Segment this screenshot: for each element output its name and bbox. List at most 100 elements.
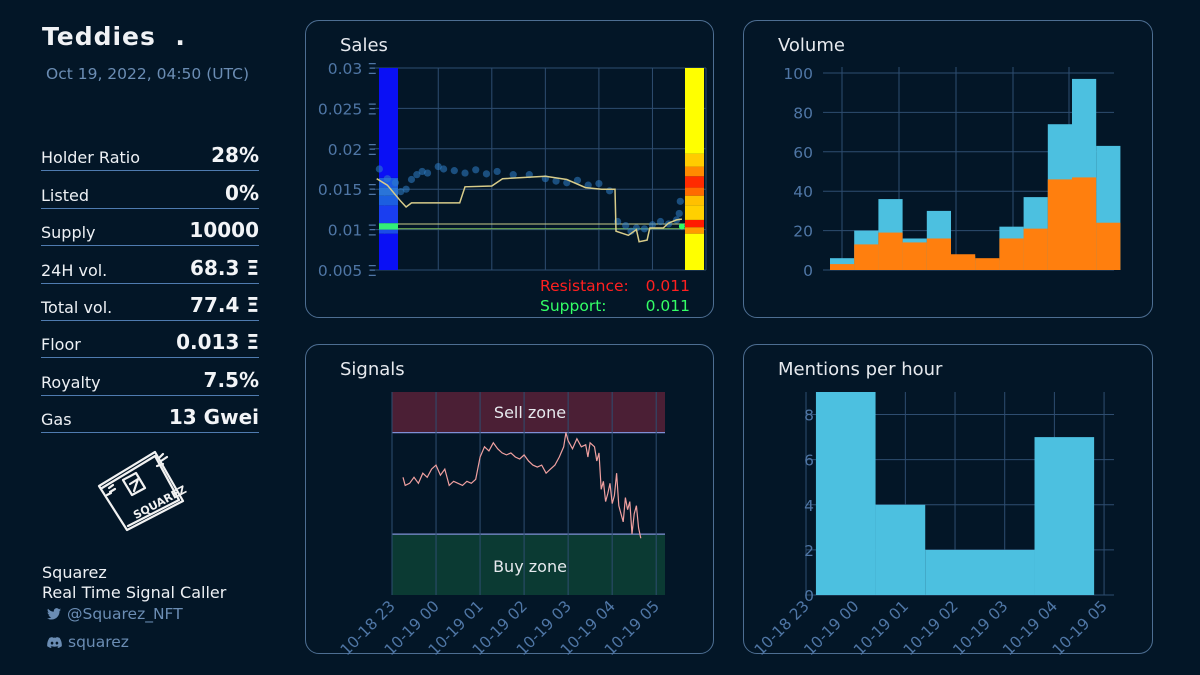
sell-density-bin bbox=[685, 195, 704, 206]
sell-zone bbox=[392, 392, 665, 433]
stat-value: 10000 bbox=[189, 218, 259, 243]
sales-y-tick-label: 0.015 Ξ bbox=[318, 181, 377, 199]
buy-density-bin bbox=[379, 68, 398, 178]
twitter-handle: @Squarez_NFT bbox=[67, 605, 183, 623]
discord-icon bbox=[47, 636, 62, 648]
stat-value: 68.3 Ξ bbox=[190, 255, 259, 280]
stats-list: Holder Ratio 28% Listed 0% Supply 10000 24H… bbox=[41, 134, 259, 434]
volume-bar-part bbox=[951, 254, 976, 270]
stat-supply: Supply 10000 bbox=[41, 209, 259, 247]
stat-value: 0% bbox=[225, 180, 259, 205]
volume-bar-part bbox=[830, 264, 855, 270]
stat-label: Gas bbox=[41, 410, 72, 430]
sale-point bbox=[573, 176, 582, 184]
sale-point bbox=[595, 179, 603, 188]
sale-point bbox=[482, 170, 491, 178]
sell-density-bin bbox=[685, 205, 704, 220]
sale-point bbox=[402, 185, 410, 193]
sell-zone-label: Sell zone bbox=[494, 403, 566, 422]
sale-point bbox=[423, 169, 432, 177]
sales-y-tick-label: 0.03 Ξ bbox=[328, 60, 377, 78]
brand-name: Squarez bbox=[42, 563, 107, 582]
stat-label: Supply bbox=[41, 223, 96, 243]
volume-title: Volume bbox=[778, 35, 845, 56]
volume-bar-part bbox=[854, 244, 879, 270]
sales-y-tick-label: 0.005 Ξ bbox=[318, 262, 377, 280]
buy-density-bin bbox=[379, 205, 398, 224]
mentions-y-tick-label: 2 bbox=[804, 542, 814, 560]
sell-density-bin bbox=[685, 227, 704, 234]
sales-y-tick-label: 0.025 Ξ bbox=[318, 100, 377, 118]
sale-point bbox=[391, 179, 400, 187]
buy-density-bin bbox=[379, 233, 398, 270]
buy-density-bin bbox=[379, 223, 398, 230]
snapshot-date: Oct 19, 2022, 04:50 (UTC) bbox=[46, 65, 250, 83]
volume-bar-part bbox=[1096, 222, 1121, 270]
stat-24h-volume: 24H vol. 68.3 Ξ bbox=[41, 246, 259, 284]
mentions-bar bbox=[1034, 437, 1095, 595]
sales-chart: Sales 0.005 Ξ 0.01 Ξ 0.015 Ξ 0.02 Ξ 0.025 Ξ 0… bbox=[318, 35, 707, 315]
mentions-y-tick-label: 4 bbox=[804, 497, 814, 515]
stat-value: 7.5% bbox=[203, 367, 259, 392]
stat-gas: Gas 13 Gwei bbox=[41, 396, 259, 434]
signals-panel: Signals Sell zone Buy zone 10-18 23 10-19… bbox=[305, 344, 714, 655]
stat-value: 28% bbox=[211, 143, 259, 168]
current-price-point bbox=[678, 223, 685, 230]
buy-zone-label: Buy zone bbox=[493, 557, 567, 576]
mentions-bar bbox=[815, 392, 876, 595]
signal-line bbox=[402, 432, 642, 539]
sale-point bbox=[434, 162, 442, 171]
sale-point bbox=[407, 175, 416, 184]
support-label: Support: bbox=[540, 297, 607, 315]
volume-y-tick-label: 60 bbox=[793, 144, 813, 162]
volume-y-tick-label: 40 bbox=[793, 183, 813, 201]
collection-title: Teddies . bbox=[42, 22, 186, 51]
mentions-title: Mentions per hour bbox=[778, 359, 943, 380]
mentions-y-tick-label: 0 bbox=[804, 587, 814, 605]
volume-bar-part bbox=[975, 258, 1000, 270]
support-value: 0.011 bbox=[646, 297, 690, 315]
volume-bar-part bbox=[1047, 179, 1072, 270]
sales-y-tick-label: 0.02 Ξ bbox=[328, 141, 377, 159]
buy-density-bin bbox=[379, 187, 398, 196]
sale-point bbox=[413, 171, 421, 179]
volume-panel: Volume 0 20 40 60 80 100 bbox=[743, 20, 1153, 318]
volume-bar-part bbox=[926, 238, 951, 270]
sale-point bbox=[440, 165, 448, 173]
volume-y-tick-label: 20 bbox=[793, 223, 813, 241]
sale-point bbox=[622, 221, 630, 230]
sales-panel: Sales 0.005 Ξ 0.01 Ξ 0.015 Ξ 0.02 Ξ 0.025 Ξ 0… bbox=[305, 20, 714, 318]
discord-link[interactable]: squarez bbox=[47, 633, 129, 651]
sale-point bbox=[397, 188, 405, 196]
twitter-icon bbox=[47, 608, 61, 620]
stat-value: 0.013 Ξ bbox=[176, 330, 259, 355]
signals-title: Signals bbox=[340, 359, 405, 380]
volume-y-tick-label: 100 bbox=[783, 65, 813, 83]
sale-point bbox=[676, 197, 684, 205]
sales-title: Sales bbox=[340, 35, 388, 56]
stat-value: 77.4 Ξ bbox=[190, 292, 259, 317]
buy-density-bin bbox=[379, 195, 398, 206]
stat-label: Listed bbox=[41, 185, 89, 205]
sell-density-bin bbox=[685, 68, 704, 154]
volume-chart: Volume 0 20 40 60 80 100 bbox=[778, 35, 1121, 280]
volume-y-tick-label: 80 bbox=[793, 104, 813, 122]
squarez-logo: SQUAREZ bbox=[93, 446, 189, 538]
stat-label: Royalty bbox=[41, 372, 101, 392]
stat-listed: Listed 0% bbox=[41, 171, 259, 209]
mentions-bar bbox=[925, 549, 1035, 595]
stat-label: 24H vol. bbox=[41, 260, 108, 280]
floor-price-line bbox=[376, 175, 683, 243]
stat-value: 13 Gwei bbox=[168, 405, 259, 430]
stat-holder-ratio: Holder Ratio 28% bbox=[41, 134, 259, 172]
twitter-link[interactable]: @Squarez_NFT bbox=[47, 605, 183, 623]
mentions-y-tick-label: 8 bbox=[804, 407, 814, 425]
sell-density-bin bbox=[685, 176, 704, 188]
signals-chart: Signals Sell zone Buy zone 10-18 2310-19… bbox=[337, 359, 665, 655]
sell-density-bin bbox=[685, 233, 704, 270]
volume-bar-part bbox=[878, 232, 903, 270]
sell-density-bin bbox=[685, 153, 704, 167]
buy-density-bin bbox=[379, 229, 398, 234]
